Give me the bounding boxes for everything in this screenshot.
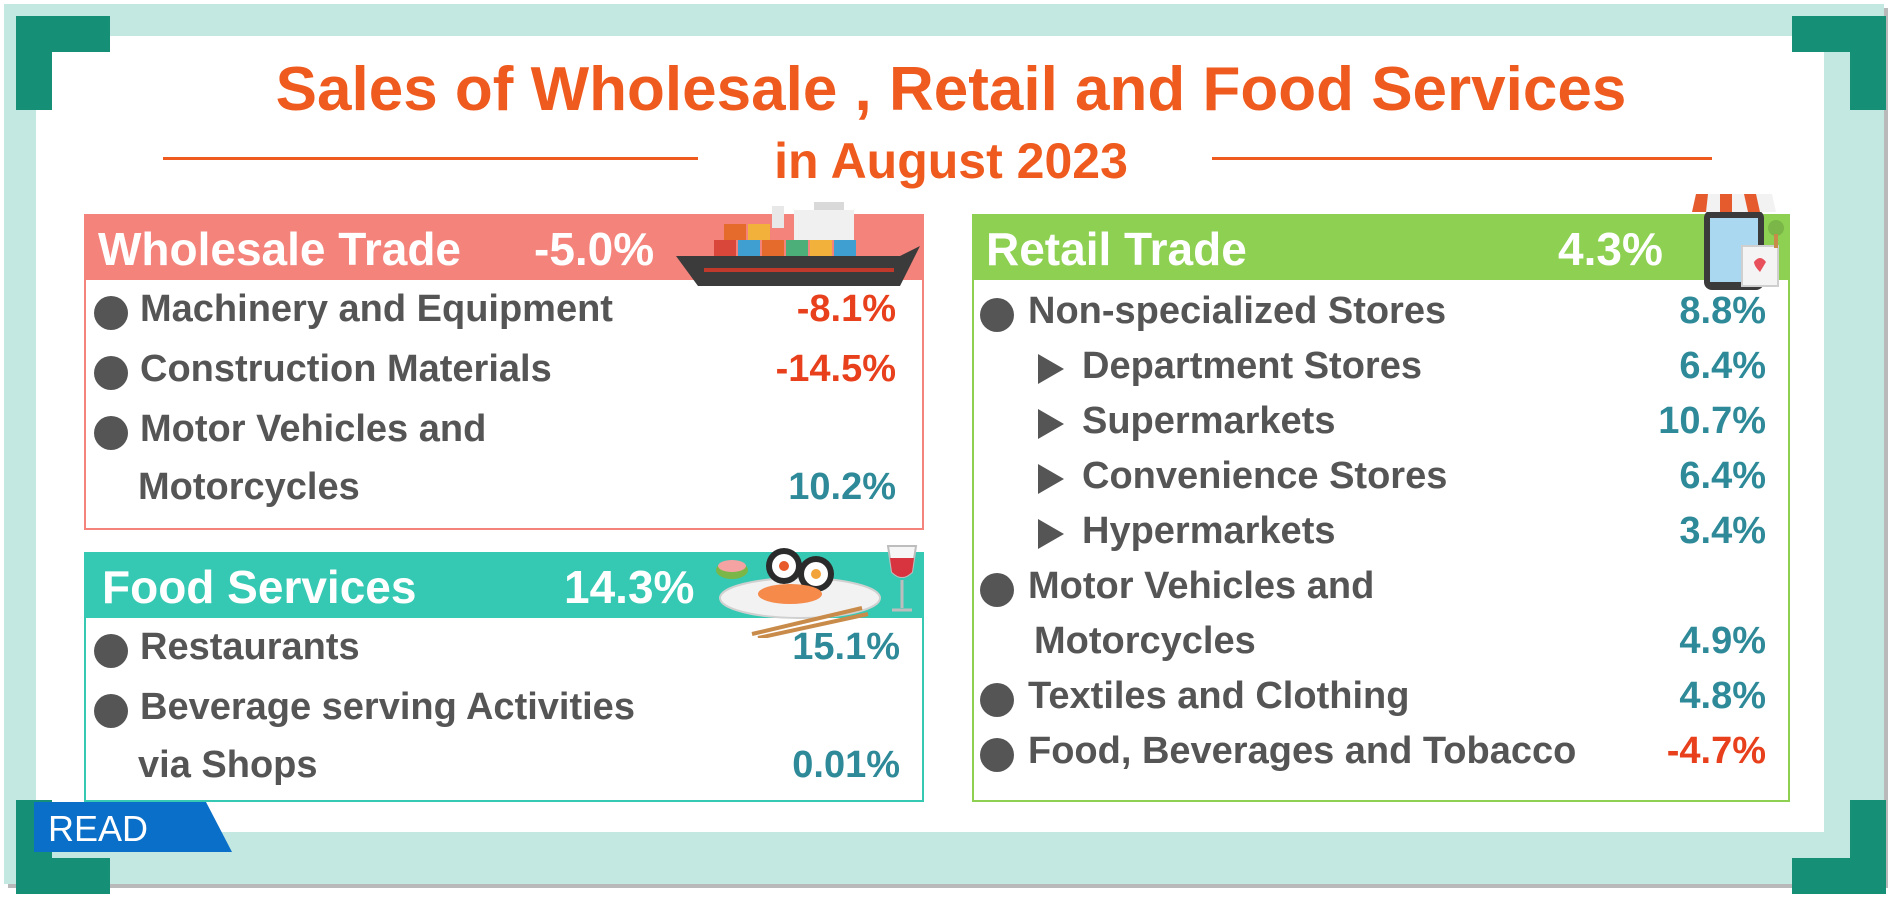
item-value: 6.4% <box>1679 455 1766 497</box>
item-value: -4.7% <box>1666 730 1766 772</box>
bullet-dot-icon <box>94 416 128 450</box>
list-item-continued: via Shops 0.01% <box>86 742 922 792</box>
list-item: Construction Materials -14.5% <box>86 346 922 396</box>
item-label: Food, Beverages and Tobacco <box>1028 730 1577 772</box>
item-label: Department Stores <box>1082 345 1422 387</box>
bullet-dot-icon <box>980 683 1014 717</box>
corner-bottom-right <box>1792 800 1886 894</box>
page-subtitle: in August 2023 <box>774 133 1128 189</box>
bullet-dot-icon <box>980 298 1014 332</box>
item-label-line2: Motorcycles <box>1034 620 1256 662</box>
list-item: Restaurants 15.1% <box>86 624 922 674</box>
retail-header <box>974 216 1788 280</box>
item-value: 15.1% <box>792 626 900 668</box>
bullet-dot-icon <box>980 573 1014 607</box>
wholesale-box: Wholesale Trade -5.0% Machinery and Equi… <box>84 202 924 530</box>
bullet-dot-icon <box>94 296 128 330</box>
item-value: 4.9% <box>1679 620 1766 662</box>
food-services-box: Food Services 14.3% Restaurants 15.1% Be… <box>84 545 924 802</box>
list-item: Motor Vehicles and <box>86 406 922 456</box>
bullet-dot-icon <box>980 738 1014 772</box>
list-item-sub: Convenience Stores 6.4% <box>974 453 1788 503</box>
retail-box: Retail Trade 4.3% Non-specialized Stores… <box>972 194 1790 802</box>
read-button[interactable]: READ <box>34 802 232 852</box>
wholesale-value: -5.0% <box>534 223 655 275</box>
item-label: Construction Materials <box>140 348 552 390</box>
item-value: -14.5% <box>775 348 896 390</box>
item-label: Supermarkets <box>1082 400 1336 442</box>
page-title: Sales of Wholesale , Retail and Food Ser… <box>275 55 1627 124</box>
list-item-sub: Department Stores 6.4% <box>974 343 1788 393</box>
item-value: -8.1% <box>796 288 896 330</box>
sub-bullet-triangle-icon <box>1038 464 1064 494</box>
item-label: Textiles and Clothing <box>1028 675 1410 717</box>
item-value: 3.4% <box>1679 510 1766 552</box>
item-label: Convenience Stores <box>1082 455 1448 497</box>
item-value: 10.2% <box>788 466 896 508</box>
list-item: Motor Vehicles and <box>974 563 1788 613</box>
title-rule-left <box>163 157 698 160</box>
sushi-platter-icon <box>716 545 918 638</box>
list-item: Beverage serving Activities <box>86 684 922 734</box>
list-item-sub: Hypermarkets 3.4% <box>974 508 1788 558</box>
item-label: Machinery and Equipment <box>140 288 613 330</box>
list-item: Food, Beverages and Tobacco -4.7% <box>974 728 1788 778</box>
food-services-title: Food Services <box>102 561 417 613</box>
list-item: Textiles and Clothing 4.8% <box>974 673 1788 723</box>
list-item: Non-specialized Stores 8.8% <box>974 288 1788 338</box>
item-label: Restaurants <box>140 626 360 668</box>
item-label-line2: Motorcycles <box>138 466 360 508</box>
item-label-line2: via Shops <box>138 744 318 786</box>
list-item-sub: Supermarkets 10.7% <box>974 398 1788 448</box>
read-button-shape <box>34 802 232 852</box>
item-value: 4.8% <box>1679 675 1766 717</box>
corner-top-right <box>1792 16 1886 110</box>
read-button-label: READ <box>48 808 149 849</box>
food-services-value: 14.3% <box>564 561 695 613</box>
item-label: Hypermarkets <box>1082 510 1336 552</box>
cargo-ship-icon <box>676 202 920 286</box>
item-label-line1: Motor Vehicles and <box>1028 565 1375 607</box>
item-label: Non-specialized Stores <box>1028 290 1447 332</box>
list-item-continued: Motorcycles 4.9% <box>974 618 1788 668</box>
bullet-dot-icon <box>94 694 128 728</box>
item-value: 6.4% <box>1679 345 1766 387</box>
item-value: 0.01% <box>792 744 900 786</box>
title-rule-right <box>1212 157 1712 160</box>
sub-bullet-triangle-icon <box>1038 354 1064 384</box>
bullet-dot-icon <box>94 356 128 390</box>
corner-top-left <box>16 16 110 110</box>
list-item: Machinery and Equipment -8.1% <box>86 286 922 336</box>
wholesale-title: Wholesale Trade <box>98 223 462 275</box>
bullet-dot-icon <box>94 634 128 668</box>
item-label-line1: Beverage serving Activities <box>140 686 635 728</box>
sub-bullet-triangle-icon <box>1038 409 1064 439</box>
retail-value: 4.3% <box>1558 223 1663 275</box>
item-value: 10.7% <box>1658 400 1766 442</box>
sub-bullet-triangle-icon <box>1038 519 1064 549</box>
list-item-continued: Motorcycles 10.2% <box>86 464 922 514</box>
item-value: 8.8% <box>1679 290 1766 332</box>
item-label-line1: Motor Vehicles and <box>140 408 487 450</box>
retail-title: Retail Trade <box>986 223 1247 275</box>
online-shop-icon <box>1692 194 1784 290</box>
